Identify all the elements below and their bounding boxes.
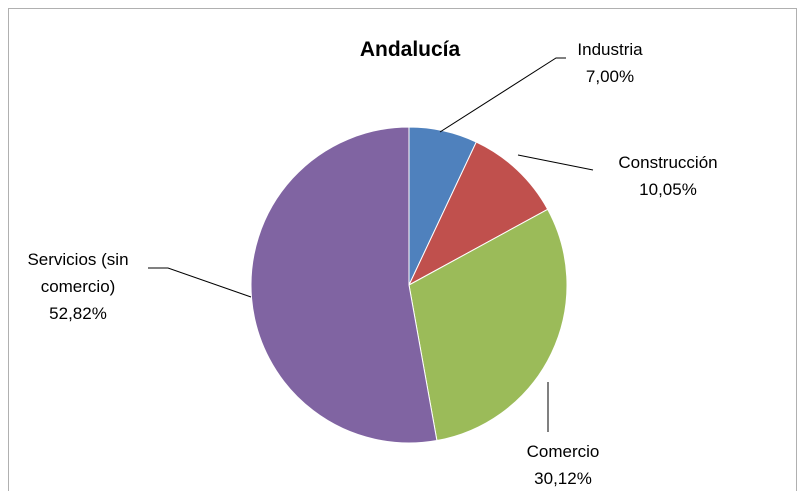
category-label: Industria <box>577 40 643 59</box>
category-label: Comercio <box>526 442 600 461</box>
leader-line <box>517 154 594 171</box>
value-label: 30,12% <box>534 469 592 488</box>
data-label: Servicios (sin comercio) 52,82% <box>16 246 140 327</box>
category-label: Construcción <box>618 153 718 172</box>
pie-slice <box>408 208 568 442</box>
leader-line <box>148 267 252 298</box>
value-label: 52,82% <box>49 304 107 323</box>
data-label: Industria 7,00% <box>550 36 670 90</box>
chart-title: Andalucía <box>359 38 461 61</box>
category-label: Servicios (sin comercio) <box>27 250 129 296</box>
pie-slice <box>250 126 438 444</box>
leader-line <box>439 57 566 133</box>
value-label: 7,00% <box>585 67 635 86</box>
value-label: 10,05% <box>639 180 697 199</box>
pie-slice <box>407 141 549 287</box>
data-label: Construcción 10,05% <box>598 149 738 203</box>
data-label: Comercio 30,12% <box>503 438 623 492</box>
